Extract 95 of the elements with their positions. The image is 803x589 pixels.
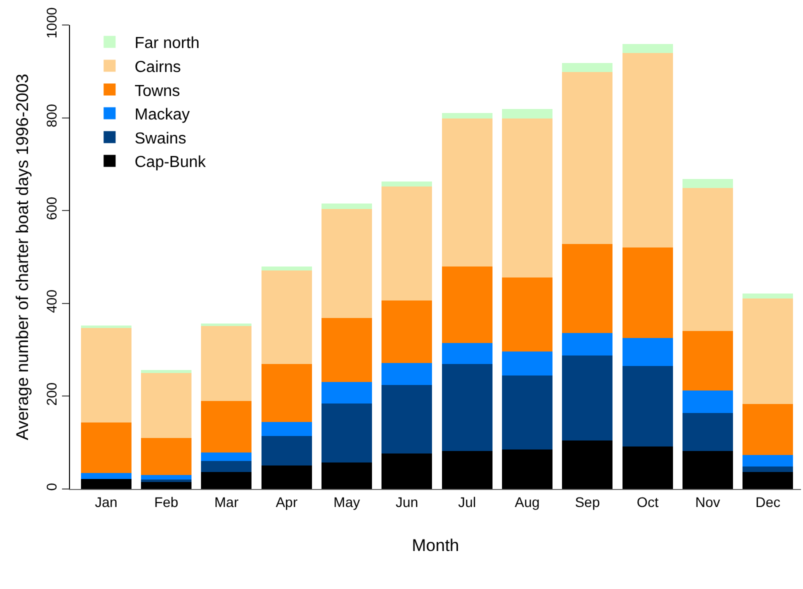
bar (80, 328, 132, 423)
bar (201, 325, 252, 401)
bar (321, 204, 372, 210)
bar (742, 472, 794, 489)
bar (622, 52, 673, 248)
x-tick-label: Feb (154, 494, 179, 510)
bar (502, 277, 553, 352)
bar (742, 404, 794, 456)
x-tick-label: Mar (214, 494, 239, 510)
bar (140, 372, 192, 438)
x-axis-title: Month (412, 536, 460, 556)
bar (382, 186, 432, 301)
bar (682, 412, 734, 451)
legend-label: Cairns (134, 58, 181, 76)
bar (682, 179, 734, 188)
bar (261, 364, 312, 422)
bar (321, 462, 372, 489)
bar (261, 270, 312, 364)
bar (261, 465, 312, 489)
y-tick-label: 0 (43, 482, 60, 491)
bar (321, 404, 372, 463)
x-tick-label: May (334, 494, 360, 510)
bar (261, 422, 312, 436)
legend-label: Far north (134, 35, 200, 52)
bar (682, 188, 734, 332)
y-tick-label: 200 (43, 382, 60, 406)
bar (201, 461, 252, 472)
bar (140, 370, 192, 373)
bar (562, 244, 613, 334)
bar (80, 472, 132, 479)
bar (382, 454, 432, 489)
bar (562, 440, 613, 489)
x-tick-label: Jul (458, 494, 476, 510)
bar (562, 72, 613, 244)
bar (742, 455, 794, 467)
bar (382, 362, 432, 386)
bar (682, 450, 734, 489)
bar (622, 338, 673, 366)
bar (321, 209, 372, 318)
bar (682, 331, 734, 391)
bar (201, 400, 252, 452)
bar (382, 181, 432, 186)
bar (201, 472, 252, 489)
bar (502, 108, 553, 119)
x-tick-label: Sep (574, 494, 600, 510)
bar (622, 248, 673, 338)
bar (562, 355, 613, 440)
bar (502, 450, 553, 489)
y-tick-label: 600 (43, 196, 60, 220)
bar (682, 390, 734, 413)
bar (321, 318, 372, 382)
x-tick-label: Dec (755, 494, 780, 510)
legend-label: Towns (134, 82, 180, 100)
bar (261, 266, 312, 270)
x-tick-label: Nov (695, 494, 720, 510)
bar (622, 44, 673, 53)
y-tick-label: 1000 (43, 7, 60, 38)
bar (382, 385, 432, 454)
bar (80, 422, 132, 473)
legend-label: Mackay (134, 106, 190, 124)
x-tick-label: Jan (94, 494, 118, 510)
bar (261, 436, 312, 466)
bar (140, 438, 192, 476)
bar (321, 382, 372, 404)
legend-label: Swains (134, 130, 186, 148)
bar (742, 294, 794, 298)
bar (201, 323, 252, 326)
bar (622, 446, 673, 489)
bar (442, 450, 492, 489)
bar (442, 364, 492, 451)
x-tick-label: Apr (276, 494, 298, 510)
y-tick-label: 400 (43, 289, 60, 313)
y-tick-label: 800 (43, 104, 60, 128)
bar (502, 375, 553, 450)
bar (442, 113, 492, 119)
bar (742, 466, 794, 472)
bar (502, 352, 553, 376)
bar (562, 333, 613, 356)
bar (502, 118, 553, 278)
x-tick-label: Oct (636, 494, 659, 510)
legend-label: Cap-Bunk (134, 154, 207, 172)
bar (201, 452, 252, 462)
bar (382, 300, 432, 363)
bar (622, 366, 673, 446)
bar (80, 478, 132, 489)
bar (140, 482, 192, 489)
x-tick-label: Jun (396, 494, 418, 510)
y-axis-title: Average number of charter boat days 1996-2003 (12, 74, 32, 440)
bar (562, 63, 613, 72)
x-tick-label: Aug (514, 494, 540, 510)
bar (442, 342, 492, 364)
bar (742, 298, 794, 404)
bar (442, 266, 492, 343)
bar (140, 475, 192, 480)
bar (442, 118, 492, 266)
